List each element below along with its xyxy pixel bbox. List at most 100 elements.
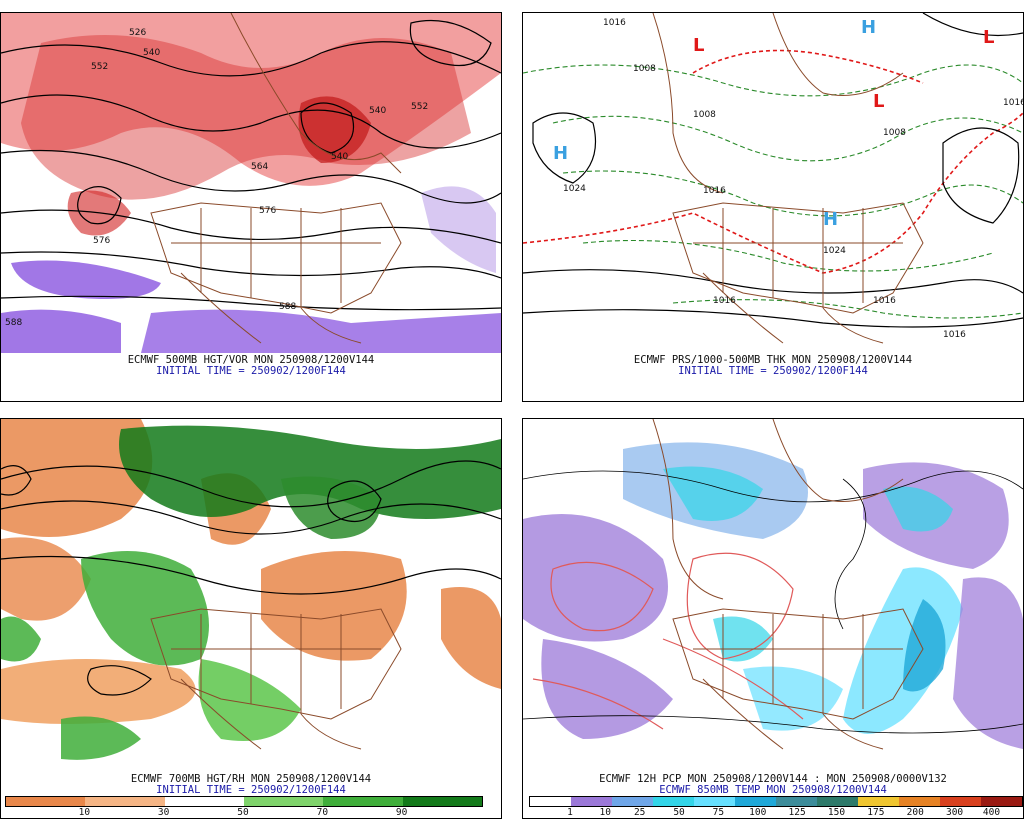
contour-label: 576 — [93, 236, 110, 246]
contour-labels: 526 540 552 540 552 564 576 576 588 540 … — [5, 28, 428, 328]
contour-label: 588 — [279, 302, 296, 312]
high-pressure-center: H — [823, 209, 838, 230]
colorbar-tick: 50 — [673, 807, 685, 818]
contour-label: 1016 — [873, 296, 896, 306]
height-contours — [1, 20, 501, 311]
high-pressure-center: H — [861, 17, 876, 38]
colorbar-swatch — [858, 797, 899, 806]
contour-label: 1008 — [633, 64, 656, 74]
colorbar-tick: 300 — [945, 807, 964, 818]
colorbar-tick: 70 — [316, 807, 329, 818]
contour-label: 588 — [5, 318, 22, 328]
thickness-contours — [523, 64, 1023, 319]
map-precipitation — [523, 419, 1023, 750]
colorbar-swatch — [243, 797, 324, 806]
colorbar-swatch — [735, 797, 776, 806]
contour-label: 1016 — [1003, 98, 1024, 108]
low-pressure-center: L — [873, 91, 884, 112]
caption-line-1: ECMWF 12H PCP MON 250908/1200V144 : MON … — [599, 773, 947, 785]
colorbar-tick: 100 — [749, 807, 767, 818]
colorbar-tick: 150 — [827, 807, 846, 818]
colorbar-swatch — [940, 797, 981, 806]
contour-label: 552 — [91, 62, 108, 72]
colorbar-swatch — [694, 797, 735, 806]
thickness-540-line — [523, 49, 1023, 274]
caption-line-1: ECMWF 500MB HGT/VOR MON 250908/1200V144 — [127, 354, 375, 366]
map-500mb-vorticity: 526 540 552 540 552 564 576 576 588 540 … — [1, 13, 501, 353]
high-pressure-center: H — [553, 143, 568, 164]
colorbar-tick: 400 — [982, 807, 1001, 818]
colorbar-swatch — [612, 797, 653, 806]
humidity-shading — [1, 419, 501, 760]
contour-label: 576 — [259, 206, 276, 216]
panel-500mb-hgt-vor: 526 540 552 540 552 564 576 576 588 540 … — [0, 12, 502, 402]
colorbar-swatch — [6, 797, 86, 806]
colorbar-tick: 1 — [567, 807, 573, 818]
contour-label: 1016 — [703, 186, 726, 196]
rh-colorbar — [5, 796, 483, 807]
panel-700mb-hgt-rh: ECMWF 700MB HGT/RH MON 250908/1200V144 I… — [0, 418, 502, 819]
colorbar-swatch — [323, 797, 403, 806]
caption-line-1: ECMWF PRS/1000-500MB THK MON 250908/1200… — [633, 354, 913, 366]
contour-label: 1016 — [603, 18, 626, 28]
colorbar-tick: 175 — [867, 807, 885, 818]
temperature-contours — [532, 552, 804, 730]
panel-pressure-thickness: L L L H H H 1016 1008 1008 1024 1016 101… — [522, 12, 1024, 402]
colorbar-swatch — [653, 797, 694, 806]
map-700mb-humidity — [1, 419, 501, 760]
isobars — [523, 13, 1023, 328]
contour-label: 1008 — [693, 110, 716, 120]
colorbar-swatch — [85, 797, 165, 806]
political-borders — [150, 608, 402, 750]
panel-caption: ECMWF PRS/1000-500MB THK MON 250908/1200… — [523, 355, 1023, 377]
contour-label: 552 — [411, 102, 428, 112]
colorbar-swatch — [899, 797, 940, 806]
pressure-centers: L L L H H H — [553, 17, 994, 230]
contour-label: 1024 — [823, 246, 846, 256]
contour-label: 1008 — [883, 128, 906, 138]
contour-label: 1016 — [713, 296, 736, 306]
caption-line-1: ECMWF 700MB HGT/RH MON 250908/1200V144 — [130, 773, 372, 785]
colorbar-tick: 50 — [237, 807, 249, 818]
panel-caption: ECMWF 12H PCP MON 250908/1200V144 : MON … — [523, 774, 1023, 796]
colorbar-tick: 10 — [599, 807, 611, 818]
caption-line-2: ECMWF 850MB TEMP MON 250908/1200V144 — [659, 784, 887, 796]
colorbar-swatch — [402, 797, 482, 806]
political-borders — [150, 13, 402, 344]
contour-label: 564 — [251, 162, 268, 172]
contour-label: 540 — [369, 106, 386, 116]
caption-line-2: INITIAL TIME = 250902/1200F144 — [156, 784, 346, 796]
panel-caption: ECMWF 700MB HGT/RH MON 250908/1200V144 I… — [1, 774, 501, 796]
low-pressure-center: L — [693, 35, 704, 56]
panel-caption: ECMWF 500MB HGT/VOR MON 250908/1200V144 … — [1, 355, 501, 377]
contour-label: 540 — [331, 152, 348, 162]
vorticity-shading — [1, 13, 501, 353]
low-pressure-center: L — [983, 27, 994, 48]
contour-labels: 1016 1008 1008 1024 1016 1016 1008 1016 … — [563, 18, 1024, 340]
colorbar-tick: 90 — [395, 807, 408, 818]
colorbar-tick: 10 — [78, 807, 91, 818]
colorbar-swatch — [571, 797, 612, 806]
height-contours — [1, 460, 501, 696]
contour-label: 1024 — [563, 184, 586, 194]
political-borders — [652, 13, 924, 344]
colorbar-swatch — [776, 797, 817, 806]
colorbar-tick: 75 — [712, 807, 725, 818]
colorbar-tick: 125 — [788, 807, 806, 818]
colorbar-tick: 30 — [157, 807, 170, 818]
colorbar-tick: 200 — [906, 807, 924, 818]
colorbar-swatch — [530, 797, 571, 806]
political-borders — [652, 419, 924, 750]
colorbar-swatch — [164, 797, 244, 806]
colorbar-swatch — [817, 797, 858, 806]
contour-label: 540 — [143, 48, 160, 58]
contour-label: 1016 — [943, 330, 966, 340]
colorbar-tick: 25 — [633, 807, 646, 818]
colorbar-swatch — [981, 797, 1022, 806]
precip-colorbar — [529, 796, 1023, 807]
caption-line-2: INITIAL TIME = 250902/1200F144 — [678, 365, 868, 377]
map-pressure-thickness: L L L H H H 1016 1008 1008 1024 1016 101… — [523, 13, 1024, 344]
caption-line-2: INITIAL TIME = 250902/1200F144 — [156, 365, 346, 377]
isotherms — [523, 470, 1023, 734]
contour-label: 526 — [129, 28, 146, 38]
